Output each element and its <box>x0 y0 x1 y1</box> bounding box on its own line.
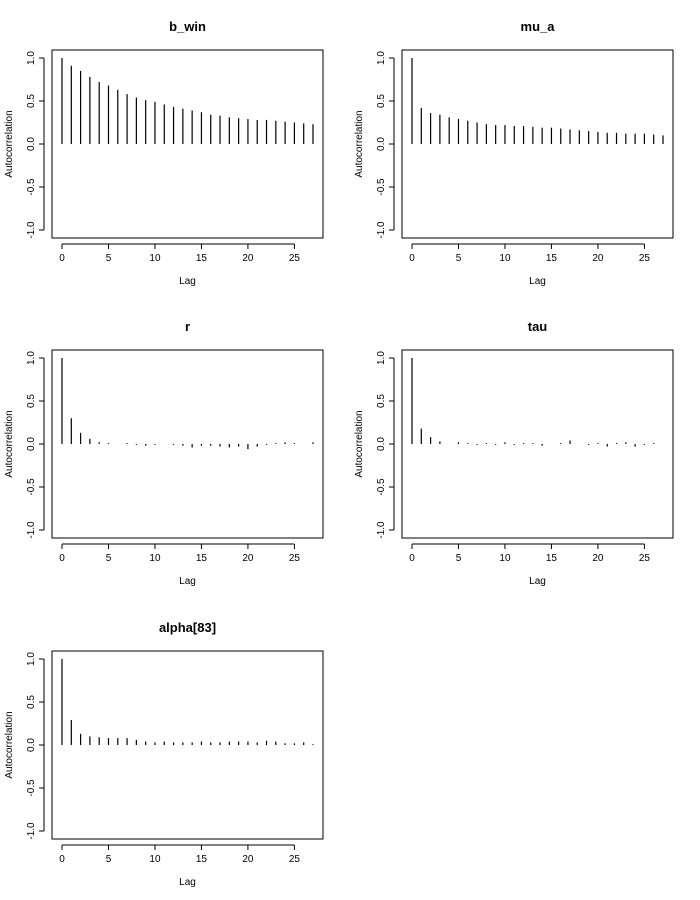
plot-frame <box>51 49 324 239</box>
x-tick-label: 0 <box>59 854 65 865</box>
y-tick-label: 0.5 <box>26 394 37 408</box>
y-tick-label: -1.0 <box>26 822 37 840</box>
x-axis-label: Lag <box>529 576 546 587</box>
x-tick-label: 5 <box>106 253 112 264</box>
y-axis-label: Autocorrelation <box>354 110 365 177</box>
x-tick-label: 15 <box>546 553 558 564</box>
plot-frame <box>401 49 674 239</box>
y-tick-label: 0.5 <box>26 695 37 709</box>
y-axis-label: Autocorrelation <box>354 410 365 477</box>
x-tick-label: 15 <box>546 253 558 264</box>
x-tick-label: 25 <box>289 854 301 865</box>
x-tick-label: 0 <box>59 553 65 564</box>
y-tick-label: -1.0 <box>376 521 387 539</box>
x-tick-label: 20 <box>242 553 254 564</box>
chart-title: mu_a <box>521 19 556 34</box>
y-tick-label: -0.5 <box>376 478 387 496</box>
x-tick-label: 20 <box>592 253 604 264</box>
chart-title: r <box>185 319 190 334</box>
plot-frame <box>51 349 324 539</box>
y-tick-label: 0.5 <box>376 94 387 108</box>
x-tick-label: 5 <box>456 553 462 564</box>
y-tick-label: 0.0 <box>376 437 387 451</box>
x-tick-label: 25 <box>289 253 301 264</box>
acf-panel-2: mu_a 0 5 10 15 20 25 Lag -1.0 -0.5 0.0 0.5 1.0 Autoco… <box>354 19 674 287</box>
x-tick-label: 5 <box>106 854 112 865</box>
chart-title: alpha[83] <box>159 620 216 635</box>
x-tick-label: 15 <box>196 253 208 264</box>
y-tick-label: 0.5 <box>376 394 387 408</box>
chart-title: tau <box>528 319 548 334</box>
acf-panel-5: alpha[83] 0 5 10 15 20 25 Lag -1.0 -0.5 0.0 0.5 1.0 A… <box>4 620 324 888</box>
y-tick-label: -1.0 <box>26 521 37 539</box>
x-tick-label: 25 <box>289 553 301 564</box>
chart-title: b_win <box>169 19 206 34</box>
acf-panel-3: r 0 5 10 15 20 25 Lag -1.0 -0.5 0.0 0.5 1.0 Autocorre… <box>4 319 324 587</box>
y-tick-label: 0.0 <box>26 137 37 151</box>
y-tick-label: 1.0 <box>376 351 387 365</box>
x-tick-label: 25 <box>639 253 651 264</box>
x-tick-label: 15 <box>196 553 208 564</box>
x-tick-label: 10 <box>149 553 161 564</box>
y-tick-label: -1.0 <box>26 221 37 239</box>
x-axis-label: Lag <box>179 576 196 587</box>
y-tick-label: 1.0 <box>26 51 37 65</box>
y-tick-label: -1.0 <box>376 221 387 239</box>
x-tick-label: 20 <box>242 253 254 264</box>
y-tick-label: -0.5 <box>26 779 37 797</box>
x-tick-label: 5 <box>456 253 462 264</box>
x-tick-label: 0 <box>409 553 415 564</box>
x-axis-label: Lag <box>179 276 196 287</box>
y-axis-label: Autocorrelation <box>4 711 15 778</box>
y-tick-label: -0.5 <box>26 178 37 196</box>
y-axis-label: Autocorrelation <box>4 410 15 477</box>
y-axis-label: Autocorrelation <box>4 110 15 177</box>
acf-panel-4: tau 0 5 10 15 20 25 Lag -1.0 -0.5 0.0 0.5 1.0 Autocor… <box>354 319 674 587</box>
acf-panel-1: b_win 0 5 10 15 20 25 Lag -1.0 -0.5 0.0 0.5 1.0 Autoc… <box>4 19 324 287</box>
y-tick-label: -0.5 <box>26 478 37 496</box>
x-tick-label: 25 <box>639 553 651 564</box>
x-tick-label: 0 <box>59 253 65 264</box>
x-tick-label: 5 <box>106 553 112 564</box>
x-axis-label: Lag <box>529 276 546 287</box>
plot-frame <box>401 349 674 539</box>
y-tick-label: 0.0 <box>376 137 387 151</box>
x-tick-label: 10 <box>499 253 511 264</box>
x-tick-label: 10 <box>149 854 161 865</box>
x-tick-label: 0 <box>409 253 415 264</box>
y-tick-label: 0.0 <box>26 437 37 451</box>
y-tick-label: 1.0 <box>26 351 37 365</box>
x-tick-label: 20 <box>592 553 604 564</box>
x-tick-label: 10 <box>499 553 511 564</box>
y-tick-label: 1.0 <box>376 51 387 65</box>
x-axis-label: Lag <box>179 877 196 888</box>
x-tick-label: 10 <box>149 253 161 264</box>
y-tick-label: 1.0 <box>26 652 37 666</box>
y-tick-label: -0.5 <box>376 178 387 196</box>
plot-frame <box>51 650 324 840</box>
x-tick-label: 20 <box>242 854 254 865</box>
x-tick-label: 15 <box>196 854 208 865</box>
y-tick-label: 0.5 <box>26 94 37 108</box>
y-tick-label: 0.0 <box>26 738 37 752</box>
